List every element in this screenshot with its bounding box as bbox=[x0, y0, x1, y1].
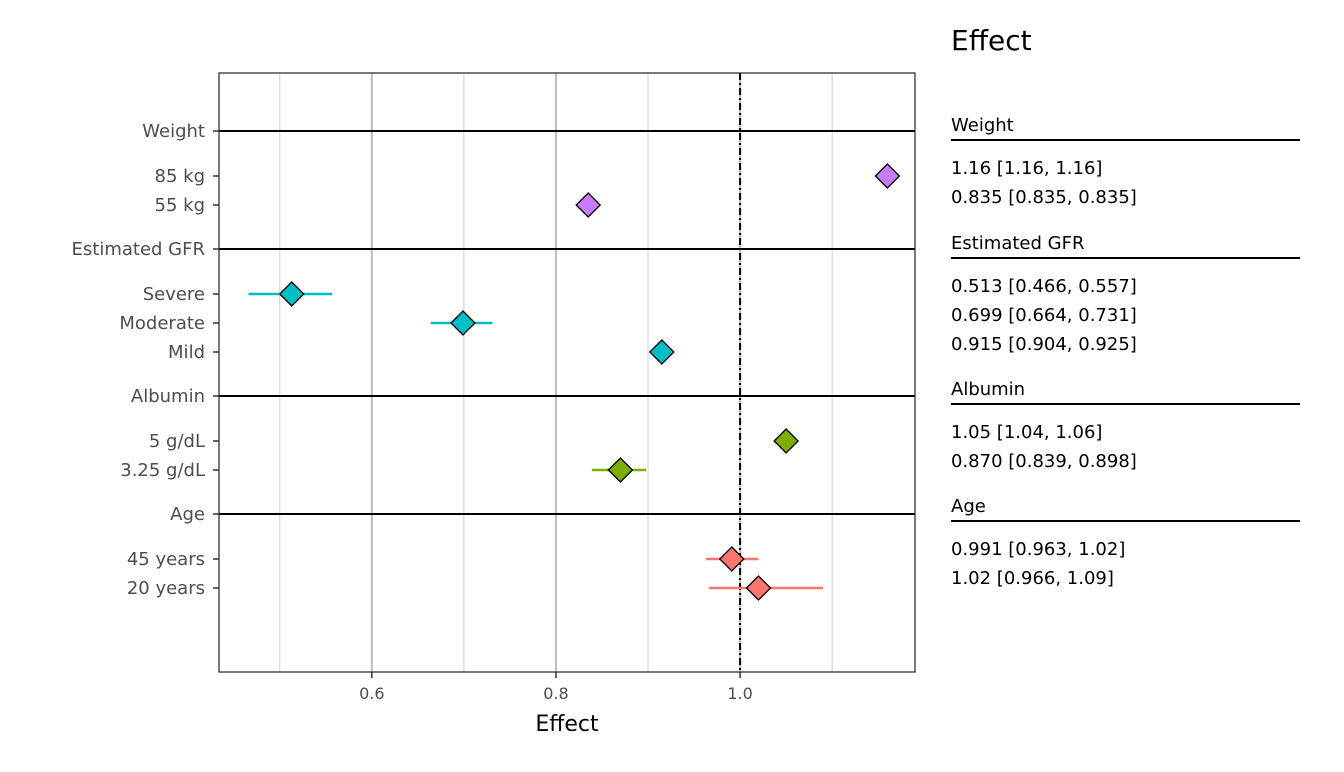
row-label: Mild bbox=[168, 342, 205, 363]
point-estimate-marker bbox=[278, 281, 305, 307]
point-estimate-marker bbox=[450, 310, 476, 336]
table-value: 0.513 [0.466, 0.557] bbox=[951, 276, 1137, 297]
x-tick-label: 1.0 bbox=[727, 684, 752, 703]
x-axis-title: Effect bbox=[535, 712, 599, 737]
row-label: 85 kg bbox=[155, 166, 205, 187]
point-estimate-marker bbox=[773, 428, 800, 454]
panel-border bbox=[218, 72, 916, 673]
row-label: 3.25 g/dL bbox=[120, 460, 205, 481]
point-estimate-marker bbox=[648, 339, 675, 365]
x-tick-label: 0.8 bbox=[543, 684, 568, 703]
group-label: Age bbox=[170, 504, 205, 525]
point-estimate-marker bbox=[575, 192, 602, 218]
group-label: Weight bbox=[142, 121, 205, 142]
table-value: 0.699 [0.664, 0.731] bbox=[951, 305, 1137, 326]
row-label: 20 years bbox=[127, 578, 205, 599]
table-value: 1.02 [0.966, 1.09] bbox=[951, 568, 1114, 589]
table-title: Effect bbox=[951, 24, 1032, 57]
table-value: 0.835 [0.835, 0.835] bbox=[951, 187, 1137, 208]
table-value: 1.05 [1.04, 1.06] bbox=[951, 422, 1102, 443]
table-group-header: Estimated GFR bbox=[951, 233, 1084, 254]
point-estimate-marker bbox=[874, 163, 901, 189]
row-label: 45 years bbox=[127, 549, 205, 570]
table-value: 0.915 [0.904, 0.925] bbox=[951, 334, 1137, 355]
row-label: Moderate bbox=[119, 313, 205, 334]
table-group-header: Age bbox=[951, 496, 986, 517]
point-estimate-marker bbox=[607, 457, 634, 483]
table-value: 0.870 [0.839, 0.898] bbox=[951, 451, 1137, 472]
point-estimate-marker bbox=[745, 575, 772, 601]
group-label: Albumin bbox=[131, 386, 205, 407]
point-estimate-marker bbox=[718, 546, 745, 572]
row-label: Severe bbox=[143, 284, 205, 305]
row-label: 55 kg bbox=[155, 195, 205, 216]
row-label: 5 g/dL bbox=[149, 431, 205, 452]
table-value: 1.16 [1.16, 1.16] bbox=[951, 158, 1102, 179]
group-label: Estimated GFR bbox=[72, 239, 205, 260]
table-group-header: Albumin bbox=[951, 379, 1025, 400]
table-value: 0.991 [0.963, 1.02] bbox=[951, 539, 1125, 560]
table-group-header: Weight bbox=[951, 115, 1014, 136]
x-tick-label: 0.6 bbox=[359, 684, 384, 703]
